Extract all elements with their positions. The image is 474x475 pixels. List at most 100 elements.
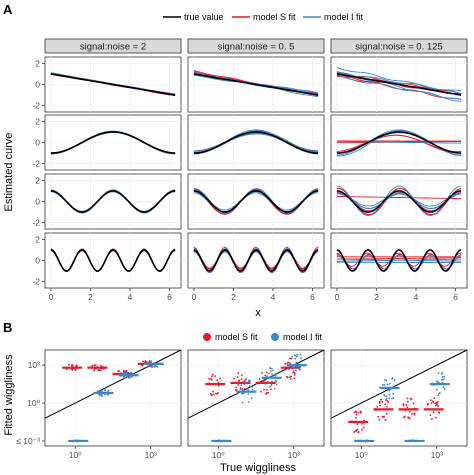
model-s-point (214, 375, 217, 377)
x-tick-label: 2 (88, 292, 93, 302)
model-i-fit-line (336, 75, 462, 100)
reference-line (187, 349, 325, 419)
model-s-point (122, 370, 125, 372)
model-i-point (130, 371, 132, 374)
model-s-point (411, 413, 413, 415)
model-s-point (243, 388, 246, 390)
model-s-point (377, 415, 380, 418)
model-s-point (408, 410, 411, 413)
model-i-point (271, 373, 273, 375)
model-s-point (431, 418, 433, 421)
model-s-point (427, 403, 429, 405)
model-s-point (383, 416, 385, 419)
model-i-point (297, 367, 300, 370)
model-i-point (291, 366, 294, 369)
model-i-point (239, 388, 242, 391)
model-s-point (435, 401, 438, 404)
model-s-point (217, 392, 220, 394)
model-s-point (289, 357, 292, 360)
model-i-point (383, 384, 386, 386)
model-s-point (429, 399, 432, 402)
legend-b-swatch-i (271, 333, 279, 341)
model-i-point (391, 377, 394, 379)
model-s-point (381, 400, 384, 403)
model-i-point (242, 389, 245, 391)
model-s-point (234, 389, 237, 391)
x-tick-label: 10³ (145, 450, 157, 460)
model-i-point (388, 389, 391, 392)
model-s-point (408, 417, 411, 420)
model-i-fit-line (336, 185, 462, 217)
true-value-line (193, 249, 319, 272)
model-s-point (212, 393, 215, 396)
model-s-point (402, 404, 405, 407)
model-s-point (264, 374, 267, 377)
model-s-point (236, 376, 239, 378)
model-s-point (236, 392, 239, 395)
y-tick-label: 0 (35, 197, 40, 207)
model-i-point (275, 383, 278, 386)
model-s-point (93, 369, 95, 372)
true-value-line (193, 73, 319, 96)
model-s-point (216, 379, 219, 382)
model-s-point (437, 405, 439, 407)
model-s-point (357, 431, 360, 434)
model-i-point (385, 379, 388, 382)
model-i-point (247, 393, 250, 395)
model-i-point (155, 365, 157, 367)
model-s-point (209, 378, 212, 380)
model-i-point (391, 397, 393, 400)
model-s-point (378, 418, 381, 421)
model-s-point (355, 410, 357, 413)
facet-strip (187, 38, 325, 54)
model-s-point (378, 402, 381, 404)
model-i-point (251, 386, 253, 388)
true-value-line (50, 190, 176, 213)
model-i-point (437, 372, 440, 374)
model-s-point (258, 378, 261, 380)
panel-b-ylabel: Fitted wiggliness (3, 354, 15, 436)
y-tick-label: 2 (35, 116, 40, 126)
model-s-point (74, 369, 77, 371)
model-i-point (435, 388, 438, 391)
model-i-fit-line (336, 140, 462, 144)
model-i-point (126, 371, 129, 374)
legend-a-label-true: true value (184, 12, 224, 22)
model-s-point (270, 384, 273, 386)
true-value-line (193, 131, 319, 154)
model-s-point (265, 371, 268, 374)
model-s-fit-line (336, 195, 462, 200)
model-i-point (392, 397, 395, 399)
model-i-point (101, 389, 103, 392)
model-s-point (267, 391, 270, 394)
model-s-point (386, 405, 388, 408)
model-s-point (209, 392, 212, 395)
model-s-point (402, 416, 405, 419)
legend-b: model S fit model I fit (203, 332, 323, 342)
model-s-point (437, 411, 440, 414)
model-i-point (291, 371, 294, 374)
true-value-line (193, 190, 319, 213)
model-s-point (211, 379, 213, 381)
model-s-point (243, 379, 246, 382)
model-i-point (242, 380, 245, 383)
legend-a-label-s: model S fit (253, 12, 296, 22)
model-s-point (270, 388, 272, 391)
model-s-point (290, 357, 293, 360)
panel-a-ylabel: Estimated curve (3, 133, 15, 212)
model-i-fit-line (336, 258, 462, 262)
model-i-point (294, 357, 297, 360)
panel-a-grid: signal:noise = 2 signal:noise = 0. 5 signa… (32, 38, 468, 302)
y-tick-label: -2 (32, 159, 40, 169)
model-i-point (149, 360, 151, 363)
model-s-point (432, 411, 435, 414)
model-i-point (248, 380, 250, 382)
model-i-fit-line (336, 192, 462, 210)
model-i-point (249, 385, 251, 388)
reference-line (330, 349, 468, 419)
x-tick-label: 0 (335, 292, 340, 302)
x-tick-label: 10⁰ (69, 450, 82, 460)
x-tick-label: 4 (414, 292, 419, 302)
scatter-panel (187, 349, 325, 447)
